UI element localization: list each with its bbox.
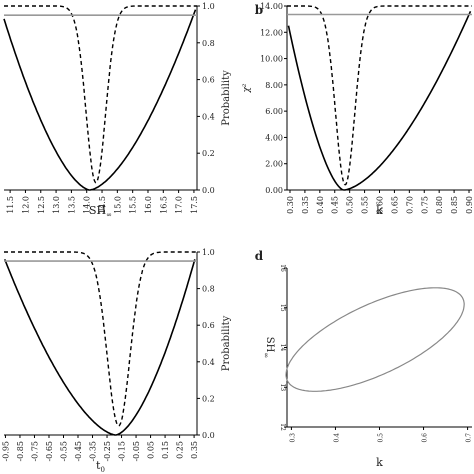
x-tick-label-c: -0.35	[89, 441, 98, 462]
x-tick-label-b: 0.55	[361, 196, 370, 214]
y-tick-label-c: 0.2	[202, 394, 215, 403]
y-axis-label-left-d: SH∞	[262, 337, 275, 358]
x-tick-label-b: 0.40	[316, 196, 325, 214]
y-tick-label-c: 0.4	[202, 358, 215, 367]
y-tick-label-a: 0.6	[202, 76, 215, 85]
x-tick-label-c: -0.65	[45, 441, 54, 462]
x-tick-label-c: -0.25	[103, 441, 112, 462]
x-tick-label-b: 0.45	[331, 196, 340, 214]
x-tick-label-b: 0.85	[450, 196, 459, 214]
x-tick-label-d: 0.3	[289, 433, 296, 443]
panel-a: 11.5 12.0 12.5 13.0 13.5 14.0 14.5 15.0 15.5 16.0…	[3, 2, 232, 219]
x-tick-label-c: -0.75	[30, 441, 39, 462]
x-tick-label-a: 14.5	[98, 196, 107, 214]
x-tick-label-a: 16.0	[144, 196, 153, 214]
x-tick-label-a: 16.5	[159, 196, 168, 214]
y-tick-label-b: 0.00	[265, 186, 283, 195]
x-tick-label-c: -0.95	[1, 441, 10, 462]
y-tick-label-b: 4.00	[265, 133, 283, 142]
y-tick-label-d: 16	[279, 264, 286, 272]
y-tick-label-a: 0.4	[202, 112, 215, 121]
x-tick-label-d: 0.4	[333, 433, 340, 443]
y-tick-label-b: 14.00	[260, 2, 283, 11]
confidence-contour-d	[285, 287, 465, 392]
x-tick-label-c: -0.45	[74, 441, 83, 462]
y-axis-label-right-c: Probability	[221, 315, 232, 371]
x-axis-label-d: k	[376, 456, 383, 469]
x-tick-label-b: 0.50	[346, 196, 355, 214]
x-tick-label-a: 13.5	[67, 196, 76, 214]
x-tick-label-c: 0.25	[176, 441, 185, 459]
y-tick-label-d: 15	[279, 304, 286, 312]
x-tick-label-a: 14.0	[83, 196, 92, 214]
x-tick-label-a: 12.5	[37, 196, 46, 214]
x-tick-label-b: 0.60	[376, 196, 385, 214]
x-axis-label-subscript-a: ∞	[106, 211, 112, 219]
y-axis-label-subscript-d: ∞	[262, 352, 270, 358]
x-tick-label-b: 0.35	[301, 196, 310, 214]
x-tick-label-a: 15.0	[113, 196, 122, 214]
x-tick-label-c: -0.85	[16, 441, 25, 462]
x-axis-label-subscript-c: 0	[100, 466, 104, 474]
x-tick-label-a: 12.0	[21, 196, 30, 214]
y-tick-label-c: 0.8	[202, 285, 215, 294]
series-solid-c	[3, 258, 196, 436]
y-tick-label-a: 0.2	[202, 149, 215, 158]
y-axis-label-left-b: χ²	[242, 83, 252, 93]
x-tick-label-b: 0.30	[286, 196, 295, 214]
series-dashed-a	[4, 5, 197, 184]
x-tick-label-a: 17.5	[190, 196, 199, 214]
x-tick-label-c: 0.05	[147, 441, 156, 459]
series-solid-b	[287, 10, 472, 191]
y-tick-label-a: 0.8	[202, 39, 215, 48]
y-tick-label-d: 12	[279, 423, 286, 431]
x-tick-label-c: -0.15	[118, 441, 127, 462]
y-tick-label-c: 1.0	[202, 248, 215, 257]
y-tick-label-b: 6.00	[265, 107, 283, 116]
y-tick-label-a: 1.0	[202, 2, 215, 11]
x-tick-label-d: 0.6	[422, 433, 429, 443]
x-tick-label-a: 11.5	[6, 196, 15, 214]
panel-c: -0.95 -0.85 -0.75 -0.65 -0.55 -0.45 -0.35 -0.25…	[1, 248, 232, 474]
x-tick-label-b: 0.90	[465, 196, 474, 214]
panel-label-b: b	[255, 3, 263, 17]
y-tick-label-d: 13	[279, 383, 286, 391]
y-tick-label-a: 0.0	[202, 186, 215, 195]
series-dashed-b	[287, 5, 472, 186]
x-tick-label-b: 0.65	[390, 196, 399, 214]
x-tick-label-a: 17.0	[175, 196, 184, 214]
x-tick-label-b: 0.80	[435, 196, 444, 214]
y-tick-label-b: 12.00	[260, 28, 283, 37]
x-axis-label-c: t0	[96, 459, 105, 474]
x-tick-label-a: 15.5	[129, 196, 138, 214]
y-tick-label-b: 10.00	[260, 55, 283, 64]
y-tick-label-b: 2.00	[265, 160, 283, 169]
x-axis-label-a: SH∞	[89, 204, 112, 219]
y-tick-label-c: 0.6	[202, 321, 215, 330]
x-axis-label-b: k	[376, 204, 383, 217]
y-tick-label-c: 0.0	[202, 431, 215, 440]
x-tick-label-d: 0.7	[466, 433, 473, 443]
x-tick-label-c: 0.35	[190, 441, 199, 459]
series-solid-a	[3, 9, 197, 191]
y-tick-label-b: 8.00	[265, 81, 283, 90]
y-tick-label-d: 14	[279, 344, 286, 352]
x-tick-label-c: -0.55	[59, 441, 68, 462]
x-tick-label-b: 0.70	[405, 196, 414, 214]
y-axis-label-right-a: Probability	[221, 70, 232, 126]
x-tick-label-c: -0.05	[132, 441, 141, 462]
panel-b: 0.30 0.35 0.40 0.45 0.50 0.55 0.60 0.65 0.70 0.75…	[242, 2, 474, 217]
x-tick-label-d: 0.5	[378, 433, 385, 443]
panel-d: 0.3 0.4 0.5 0.6 0.7 12 13 14 15 16 k SH∞ d	[255, 249, 473, 469]
x-tick-label-b: 0.75	[420, 196, 429, 214]
panel-label-d: d	[255, 249, 264, 263]
x-tick-label-a: 13.0	[52, 196, 61, 214]
x-tick-label-c: 0.15	[161, 441, 170, 459]
series-dashed-c	[4, 251, 197, 427]
